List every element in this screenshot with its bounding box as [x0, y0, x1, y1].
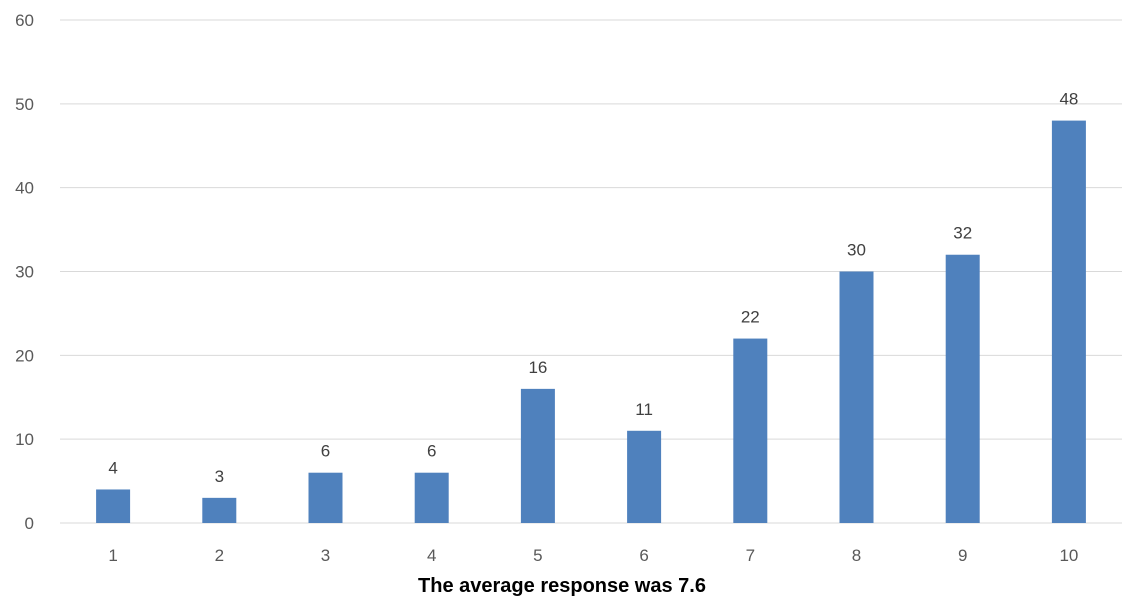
x-tick-label-4: 4	[427, 546, 436, 565]
x-tick-label-9: 9	[958, 546, 967, 565]
data-label-1: 4	[108, 458, 117, 477]
data-label-5: 16	[528, 358, 547, 377]
data-label-9: 32	[953, 224, 972, 243]
y-axis-ticks: 0 10 20 30 40 50 60	[15, 11, 34, 533]
x-tick-label-10: 10	[1059, 546, 1078, 565]
data-label-4: 6	[427, 442, 436, 461]
x-tick-label-2: 2	[215, 546, 224, 565]
bar-2	[202, 497, 237, 523]
x-tick-label-5: 5	[533, 546, 542, 565]
x-axis-title: The average response was 7.6	[418, 575, 706, 597]
bar-1	[96, 489, 131, 523]
x-tick-label-3: 3	[321, 546, 330, 565]
bar-8	[839, 271, 874, 523]
data-label-8: 30	[847, 241, 866, 260]
gridlines	[60, 19, 1122, 524]
y-tick-label: 0	[25, 514, 34, 533]
y-tick-label: 20	[15, 346, 34, 365]
bar-7	[733, 338, 768, 523]
bar-10	[1051, 120, 1086, 523]
y-tick-label: 40	[15, 179, 34, 198]
data-labels: 4 3 6 6 16 11 22 30 32 48	[108, 90, 1078, 486]
x-tick-label-7: 7	[746, 546, 755, 565]
x-tick-label-1: 1	[108, 546, 117, 565]
data-label-10: 48	[1059, 90, 1078, 109]
bar-5	[520, 388, 555, 523]
data-label-6: 11	[635, 400, 653, 419]
x-axis-ticks: 1 2 3 4 5 6 7 8 9 10	[108, 546, 1078, 565]
y-tick-label: 10	[15, 430, 34, 449]
bar-9	[945, 254, 980, 523]
data-label-2: 3	[215, 467, 224, 486]
y-tick-label: 60	[15, 11, 34, 30]
bar-6	[627, 430, 662, 523]
data-label-3: 6	[321, 442, 330, 461]
data-label-7: 22	[741, 308, 760, 327]
y-tick-label: 50	[15, 95, 34, 114]
bars	[96, 120, 1086, 523]
bar-4	[414, 472, 449, 523]
y-tick-label: 30	[15, 263, 34, 282]
x-tick-label-8: 8	[852, 546, 861, 565]
bar-3	[308, 472, 343, 523]
x-tick-label-6: 6	[639, 546, 648, 565]
